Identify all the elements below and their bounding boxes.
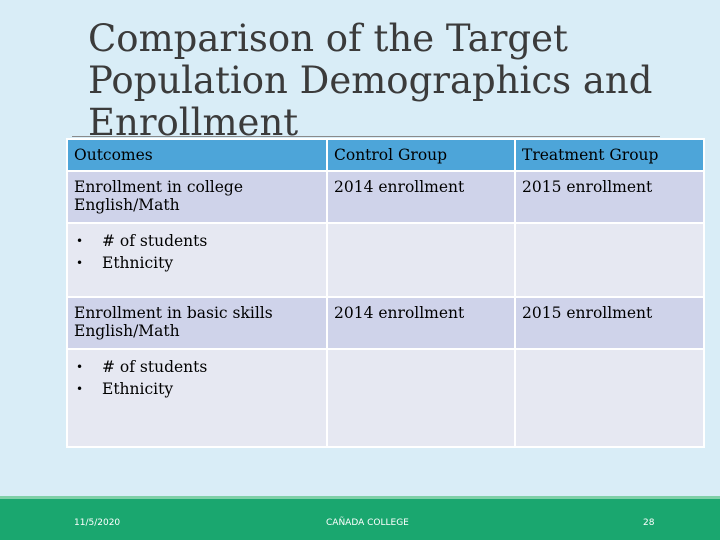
outcome-cell: Enrollment in college English/Math — [66, 170, 328, 224]
header-treatment-group: Treatment Group — [514, 138, 705, 172]
treatment-cell: 2015 enrollment — [514, 296, 705, 350]
treatment-cell: 2015 enrollment — [514, 170, 705, 224]
control-cell: 2014 enrollment — [326, 296, 516, 350]
bullet-item: Ethnicity — [74, 252, 320, 274]
footer-date: 11/5/2020 — [74, 518, 121, 528]
comparison-table: Outcomes Control Group Treatment Group E… — [66, 138, 705, 448]
header-control-group: Control Group — [326, 138, 516, 172]
control-cell — [326, 348, 516, 448]
bullet-item: # of students — [74, 356, 320, 378]
outcome-cell: Enrollment in basic skills English/Math — [66, 296, 328, 350]
footer-band — [0, 496, 720, 540]
treatment-cell — [514, 222, 705, 298]
footer-organization: CAÑADA COLLEGE — [326, 518, 409, 528]
slide-title: Comparison of the Target Population Demo… — [88, 17, 653, 144]
outcome-cell: # of students Ethnicity — [66, 348, 328, 448]
table-row: # of students Ethnicity — [66, 222, 705, 298]
bullet-item: Ethnicity — [74, 378, 320, 400]
table-row: Enrollment in basic skills English/Math … — [66, 296, 705, 350]
header-outcomes: Outcomes — [66, 138, 328, 172]
bullet-item: # of students — [74, 230, 320, 252]
outcome-cell: # of students Ethnicity — [66, 222, 328, 298]
treatment-cell — [514, 348, 705, 448]
title-divider — [72, 136, 660, 137]
table-row: # of students Ethnicity — [66, 348, 705, 448]
control-cell: 2014 enrollment — [326, 170, 516, 224]
table-row: Enrollment in college English/Math 2014 … — [66, 170, 705, 224]
slide-number: 28 — [643, 518, 655, 528]
table-header-row: Outcomes Control Group Treatment Group — [66, 138, 705, 172]
control-cell — [326, 222, 516, 298]
